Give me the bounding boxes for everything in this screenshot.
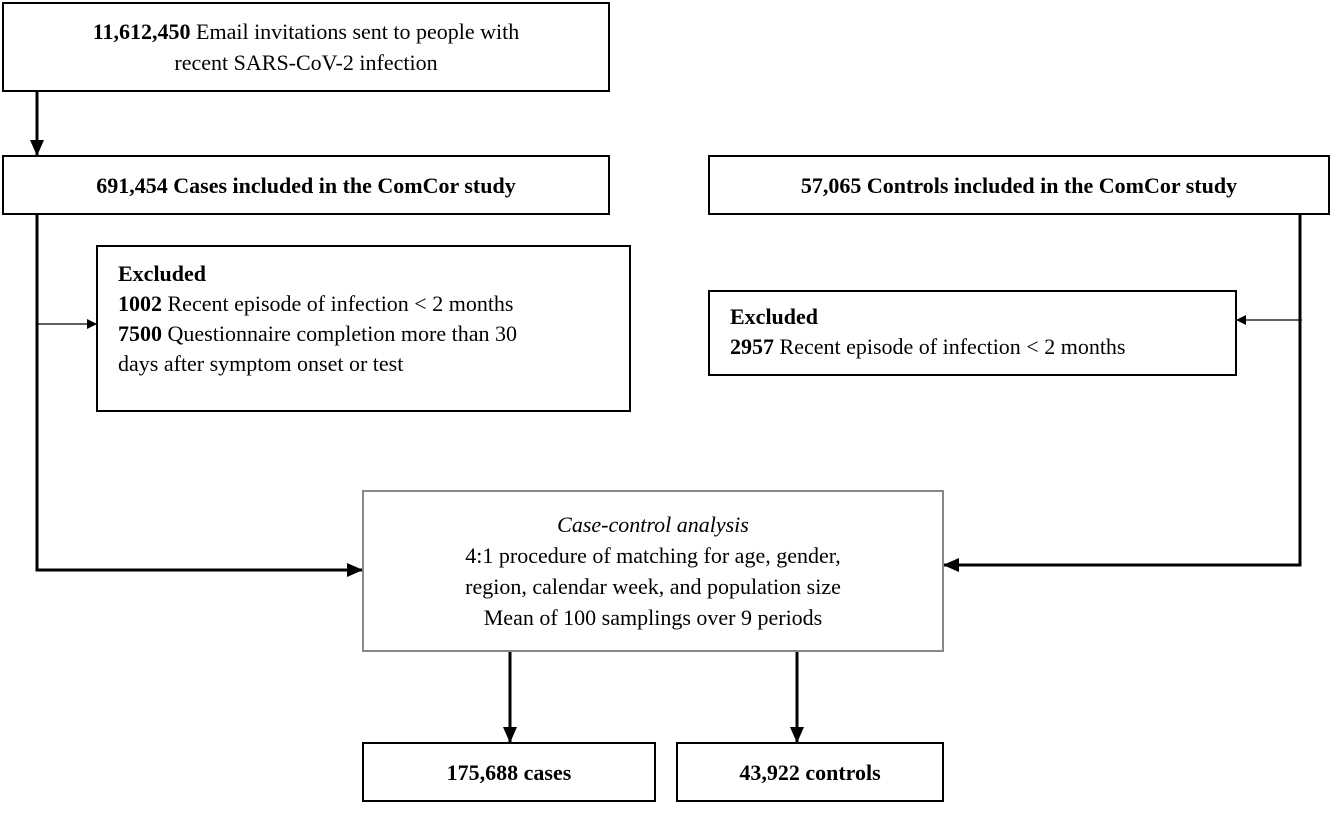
final-cases-box: 175,688 cases [362, 742, 656, 802]
final-controls-box: 43,922 controls [676, 742, 944, 802]
text: 4:1 procedure of matching for age, gende… [465, 543, 841, 568]
title: Excluded [730, 304, 819, 329]
count: 11,612,450 [92, 19, 191, 44]
text: days after symptom onset or test [118, 351, 404, 376]
title: Case-control analysis [557, 512, 749, 537]
arrow [943, 215, 1302, 572]
text: Questionnaire completion more than 30 [167, 321, 517, 346]
count: 1002 [118, 291, 162, 316]
text: 43,922 controls [739, 759, 881, 785]
invitations-box: 11,612,450 Email invitations sent to peo… [2, 2, 610, 92]
cases-included-box: 691,454 Cases included in the ComCor stu… [2, 155, 610, 215]
title: Excluded [118, 261, 207, 286]
text: Email invitations sent to people with [196, 19, 520, 44]
text: Mean of 100 samplings over 9 periods [483, 605, 823, 630]
text: 57,065 Controls included in the ComCor s… [800, 172, 1238, 198]
count: 7500 [118, 321, 162, 346]
text: 175,688 cases [446, 759, 572, 785]
controls-excluded-box: Excluded 2957 Recent episode of infectio… [708, 290, 1237, 376]
text: Recent episode of infection < 2 months [779, 334, 1126, 359]
text: region, calendar week, and population si… [465, 574, 841, 599]
cases-excluded-box: Excluded 1002 Recent episode of infectio… [96, 245, 631, 412]
arrow [35, 215, 363, 577]
analysis-box: Case-control analysis 4:1 procedure of m… [362, 490, 944, 652]
text: 691,454 Cases included in the ComCor stu… [96, 172, 516, 198]
count: 2957 [730, 334, 774, 359]
controls-included-box: 57,065 Controls included in the ComCor s… [708, 155, 1330, 215]
text: Recent episode of infection < 2 months [167, 291, 514, 316]
text: recent SARS-CoV-2 infection [174, 50, 438, 75]
